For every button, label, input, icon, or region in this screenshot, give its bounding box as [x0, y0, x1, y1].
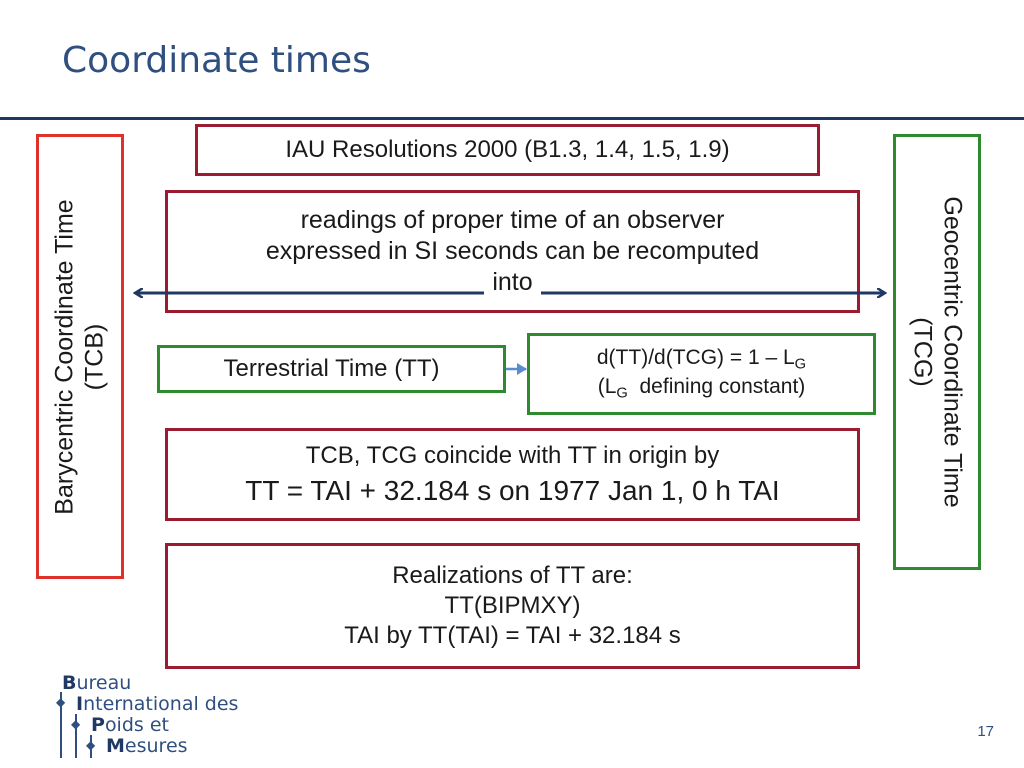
logo-bar-2	[75, 714, 77, 758]
terrestrial-time-box: Terrestrial Time (TT)	[157, 345, 506, 393]
tt-realizations-box: Realizations of TT are: TT(BIPMXY) TAI b…	[165, 543, 860, 669]
lg-open: (L	[597, 375, 617, 398]
origin-coincidence-box: TCB, TCG coincide with TT in origin by T…	[165, 428, 860, 521]
page-number: 17	[977, 723, 994, 740]
tt-tcg-rate-box: d(TT)/d(TCG) = 1 – LG (LG defining const…	[527, 333, 876, 415]
logo-diamond-1: ◆	[56, 695, 66, 709]
tcb-box: Barycentric Coordinate Time (TCB)	[36, 134, 124, 579]
realizations-line2: TT(BIPMXY)	[444, 592, 581, 619]
logo-bar-1	[60, 692, 62, 758]
tcg-label: Geocentric Coordinate Time (TCG)	[908, 196, 967, 507]
iau-resolutions-text: IAU Resolutions 2000 (B1.3, 1.4, 1.5, 1.…	[285, 136, 730, 163]
title-divider	[0, 117, 1024, 120]
lg-subscript: G	[794, 356, 807, 373]
readings-box: readings of proper time of an observer e…	[165, 190, 860, 313]
tt-tcg-rate-line2: (LG defining constant)	[598, 374, 806, 403]
readings-line2: expressed in SI seconds can be recompute…	[265, 236, 760, 265]
readings-line1: readings of proper time of an observer	[300, 205, 725, 234]
bipm-logo: ◆ ◆ ◆ Bureau International des Poids et …	[50, 672, 250, 762]
logo-line-poids: Poids et	[91, 714, 169, 736]
logo-bar-3	[90, 735, 92, 758]
logo-line-bureau: Bureau	[62, 672, 132, 694]
tt-tcg-rate-line1: d(TT)/d(TCG) = 1 – LG	[597, 345, 806, 374]
origin-coincidence-line2: TT = TAI + 32.184 s on 1977 Jan 1, 0 h T…	[245, 475, 780, 506]
logo-line-international: International des	[76, 693, 239, 715]
realizations-line3: TAI by TT(TAI) = TAI + 32.184 s	[344, 622, 681, 649]
tcb-label-line2: (TCB)	[80, 323, 108, 390]
tcb-label-line1: Barycentric Coordinate Time	[50, 198, 79, 515]
iau-resolutions-box: IAU Resolutions 2000 (B1.3, 1.4, 1.5, 1.…	[195, 124, 820, 176]
terrestrial-time-text: Terrestrial Time (TT)	[223, 355, 440, 382]
tcg-box: Geocentric Coordinate Time (TCG)	[893, 134, 981, 570]
tcb-label: Barycentric Coordinate Time (TCB)	[51, 199, 110, 514]
lg-subscript-2: G	[616, 385, 628, 402]
slide-title: Coordinate times	[62, 40, 371, 81]
tcg-label-line2: (TCG)	[909, 317, 937, 387]
realizations-line1: Realizations of TT are:	[392, 562, 633, 589]
tt-tcg-rate-formula: d(TT)/d(TCG) = 1 – L	[596, 346, 795, 370]
readings-line3: into	[484, 267, 541, 299]
origin-coincidence-line1: TCB, TCG coincide with TT in origin by	[305, 442, 720, 469]
tcg-label-line1: Geocentric Coordinate Time	[938, 196, 967, 508]
logo-line-mesures: Mesures	[106, 735, 188, 757]
logo-diamond-2: ◆	[71, 717, 81, 731]
logo-diamond-3: ◆	[86, 738, 96, 752]
lg-description: defining constant)	[627, 375, 806, 398]
